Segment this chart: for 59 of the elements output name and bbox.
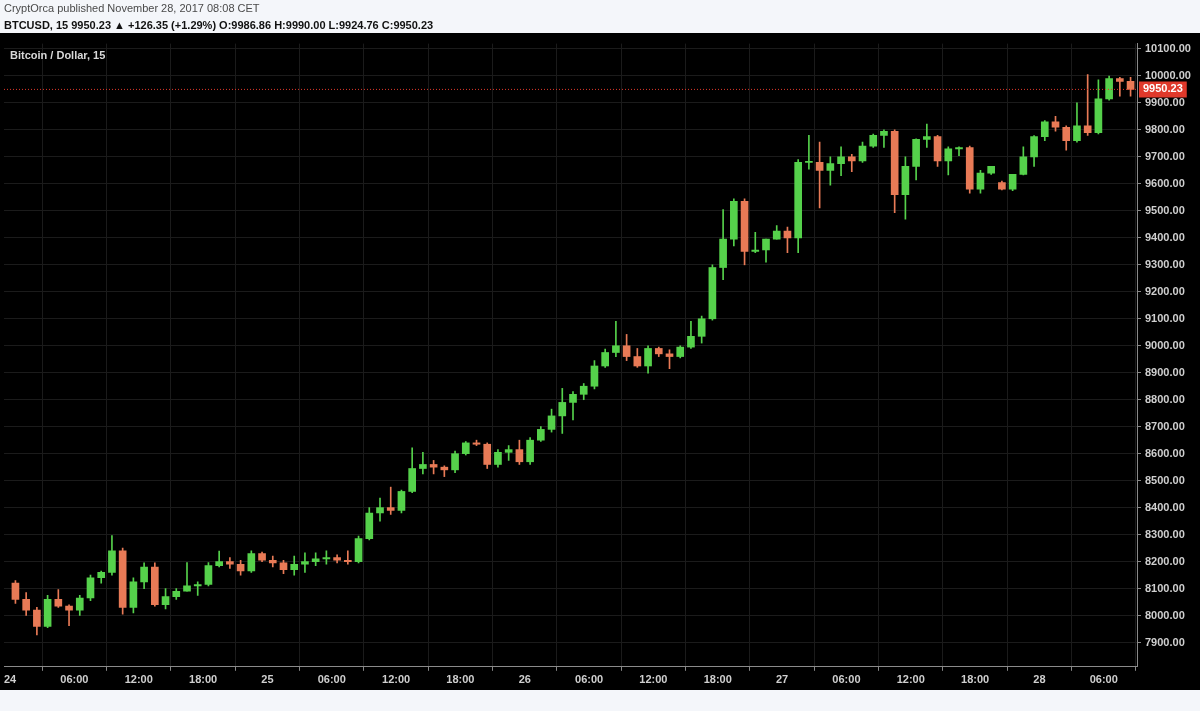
x-tick-label: 27 xyxy=(775,673,789,686)
candlestick xyxy=(923,123,931,148)
candlestick xyxy=(751,232,760,254)
x-tick-label: 12:00 xyxy=(124,673,153,686)
candlestick xyxy=(837,146,845,177)
y-tick-label: 8600.00 xyxy=(1145,446,1185,459)
x-tick-label: 18:00 xyxy=(446,673,475,686)
y-tick-label: 8400.00 xyxy=(1145,500,1185,513)
ref-line-label: 9950.23 xyxy=(1143,82,1183,95)
x-tick-label: 18:00 xyxy=(703,673,732,686)
y-tick-label: 9900.00 xyxy=(1145,95,1185,108)
x-tick-label: 06:00 xyxy=(1089,673,1118,686)
y-tick-label: 8100.00 xyxy=(1145,581,1185,594)
candlestick xyxy=(301,552,309,573)
candlestick xyxy=(1083,74,1092,136)
x-tick-label: 18:00 xyxy=(961,673,990,686)
x-tick-label: 12:00 xyxy=(896,673,925,686)
text: BTCUSD, 15 9950.23 ▲ +126.35 (+1.29%) O:9986.86 H:9990.00 L:9924.76 C:9950.23 xyxy=(4,18,434,32)
y-tick-label: 7900.00 xyxy=(1145,635,1185,648)
y-tick-label: 10100.00 xyxy=(1145,42,1191,55)
candlestick xyxy=(955,146,963,156)
y-tick-label: 9400.00 xyxy=(1145,230,1185,243)
y-tick-label: 9500.00 xyxy=(1145,203,1185,216)
y-tick-label: 8200.00 xyxy=(1145,554,1185,567)
candlestick xyxy=(1116,76,1124,97)
y-tick-label: 8500.00 xyxy=(1145,473,1185,486)
x-tick-label: 12:00 xyxy=(639,673,668,686)
y-tick-label: 8000.00 xyxy=(1145,608,1185,621)
y-tick-label: 9800.00 xyxy=(1145,122,1185,135)
y-tick-label: 8800.00 xyxy=(1145,392,1185,405)
y-tick-label: 9700.00 xyxy=(1145,149,1185,162)
x-tick-label: 18:00 xyxy=(189,673,218,686)
y-tick-label: 8700.00 xyxy=(1145,419,1185,432)
candlestick xyxy=(183,562,191,592)
candlestick xyxy=(386,486,395,515)
candlestick xyxy=(612,320,620,357)
x-tick-label: 12:00 xyxy=(382,673,411,686)
y-tick-label: 8300.00 xyxy=(1145,527,1185,540)
x-tick-label: 28 xyxy=(1033,673,1046,686)
y-tick-label: 10000.00 xyxy=(1145,69,1191,82)
candlestick xyxy=(344,550,352,565)
x-tick-label: 06:00 xyxy=(575,673,604,686)
x-tick-label: 24 xyxy=(3,673,18,686)
y-tick-label: 8900.00 xyxy=(1145,365,1185,378)
y-tick-label: 9600.00 xyxy=(1145,176,1185,189)
y-tick-label: 9200.00 xyxy=(1145,284,1185,297)
y-tick-label: 9100.00 xyxy=(1145,311,1185,324)
x-tick-label: 06:00 xyxy=(60,673,89,686)
x-tick-label: 25 xyxy=(261,673,274,686)
candlestick xyxy=(419,451,427,475)
candlestick xyxy=(805,135,813,170)
candlestick xyxy=(193,581,202,596)
x-tick-label: 26 xyxy=(518,673,531,686)
x-tick-label: 06:00 xyxy=(832,673,861,686)
y-tick-label: 9300.00 xyxy=(1145,257,1185,270)
x-tick-label: 06:00 xyxy=(317,673,346,686)
text: CryptOrca published November 28, 2017 08:08 CET xyxy=(4,1,260,15)
y-tick-label: 9000.00 xyxy=(1145,338,1185,351)
text: Bitcoin / Dollar, 15 xyxy=(10,48,106,61)
